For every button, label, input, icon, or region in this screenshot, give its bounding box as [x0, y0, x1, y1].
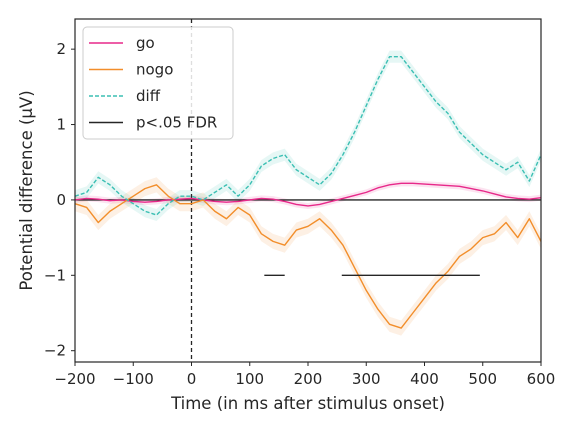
- x-tick-label: −100: [113, 370, 154, 388]
- y-axis-ticks: −2 −1 0 1 2: [44, 40, 75, 360]
- x-tick-label: 400: [410, 370, 439, 388]
- series-lines: [74, 55, 542, 329]
- legend: go nogo diff p<.05 FDR: [82, 26, 234, 140]
- y-tick-label: −2: [44, 342, 66, 360]
- x-tick-label: 0: [187, 370, 197, 388]
- y-tick-label: −1: [44, 266, 66, 284]
- series-line-nogo: [74, 184, 542, 329]
- y-tick-label: 0: [56, 191, 66, 209]
- legend-label: diff: [136, 87, 161, 105]
- x-tick-label: 100: [235, 370, 264, 388]
- x-axis-ticks: −200 −100 0 100 200 300 400 500 600: [54, 362, 555, 388]
- series-line-diff: [74, 55, 542, 216]
- legend-label: nogo: [136, 61, 173, 79]
- legend-label: p<.05 FDR: [136, 114, 217, 132]
- error-band-nogo: [75, 177, 541, 336]
- x-tick-label: 500: [468, 370, 497, 388]
- x-tick-label: 600: [527, 370, 556, 388]
- legend-box: [82, 26, 234, 140]
- x-tick-label: 200: [294, 370, 323, 388]
- error-bands: [75, 50, 541, 336]
- x-tick-label: −200: [54, 370, 95, 388]
- series-line-go: [74, 182, 542, 207]
- y-axis-label: Potential difference (μV): [17, 90, 36, 290]
- y-tick-label: 2: [56, 40, 66, 58]
- legend-label: go: [136, 34, 155, 52]
- x-tick-label: 300: [352, 370, 381, 388]
- y-tick-label: 1: [56, 116, 66, 134]
- x-axis-label: Time (in ms after stimulus onset): [170, 394, 445, 413]
- error-band-go: [75, 180, 541, 209]
